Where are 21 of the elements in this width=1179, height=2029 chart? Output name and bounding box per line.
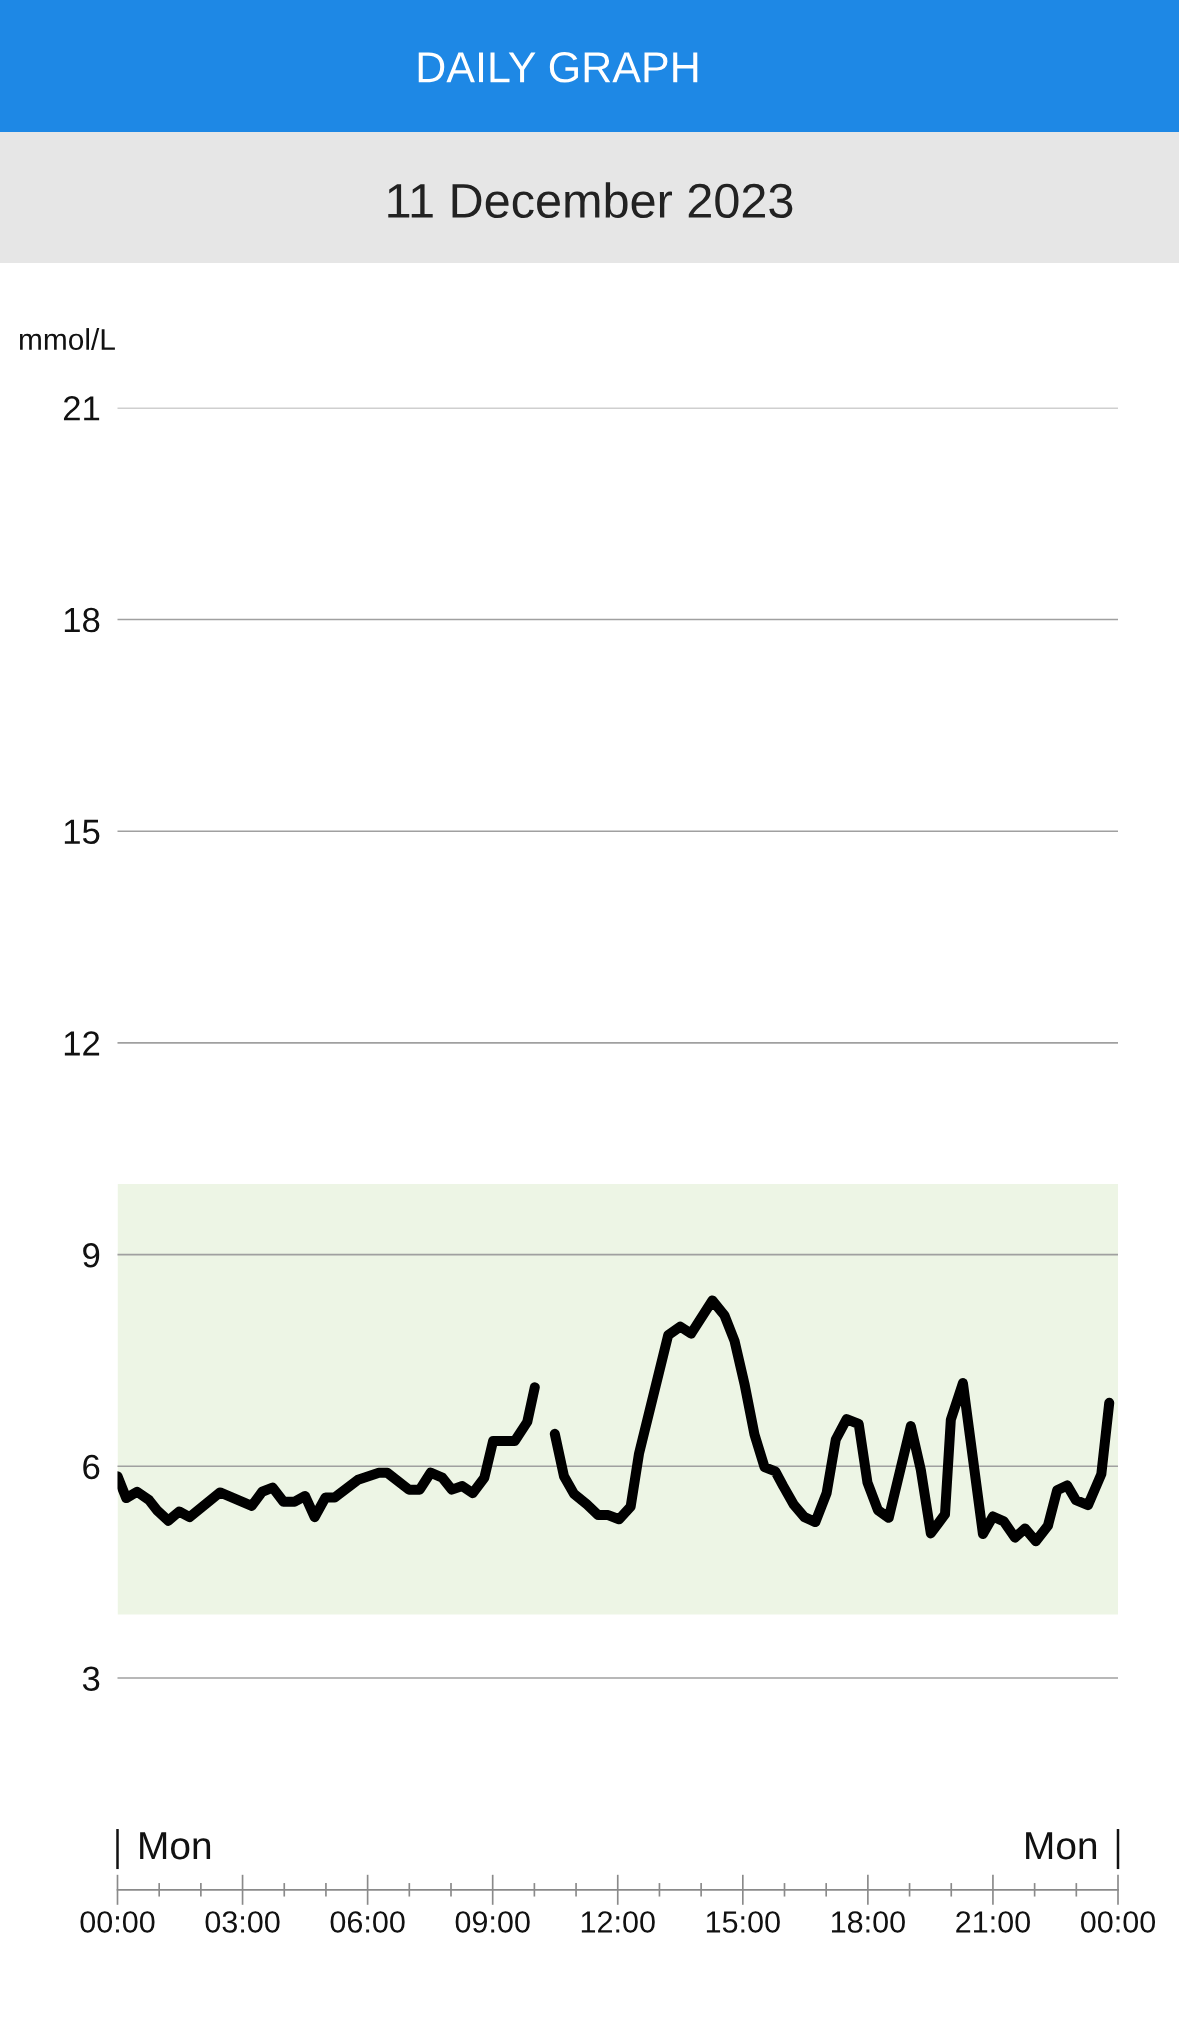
x-tick-label: 12:00	[581, 1911, 655, 1933]
y-tick-label: 12	[64, 1031, 100, 1056]
x-tick-label: 00:00	[1080, 1911, 1156, 1933]
x-tick-label: 09:00	[455, 1911, 530, 1933]
annotation: Mon	[1026, 1832, 1097, 1860]
x-tick-label: 06:00	[330, 1911, 405, 1933]
y-axis-title: mmol/L	[19, 328, 115, 351]
x-tick-label: 15:00	[706, 1911, 780, 1933]
y-tick-label: 15	[64, 819, 100, 845]
chart-subtitle: 11 December 2023	[388, 182, 793, 219]
x-tick-label: 18:00	[831, 1911, 905, 1933]
y-tick-label: 3	[82, 1666, 100, 1691]
x-tick-label: 21:00	[956, 1911, 1030, 1933]
y-tick-label: 18	[64, 607, 100, 633]
annotation: Mon	[140, 1832, 211, 1860]
y-tick-label: 9	[83, 1242, 100, 1268]
x-tick-label: 03:00	[205, 1911, 280, 1933]
y-tick-label: 21	[63, 396, 100, 421]
chart-title: DAILY GRAPH	[418, 52, 698, 83]
x-tick-label: 00:00	[80, 1911, 155, 1933]
y-tick-label: 6	[83, 1454, 100, 1480]
